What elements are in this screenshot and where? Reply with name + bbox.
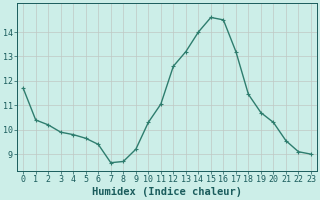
X-axis label: Humidex (Indice chaleur): Humidex (Indice chaleur) xyxy=(92,187,242,197)
